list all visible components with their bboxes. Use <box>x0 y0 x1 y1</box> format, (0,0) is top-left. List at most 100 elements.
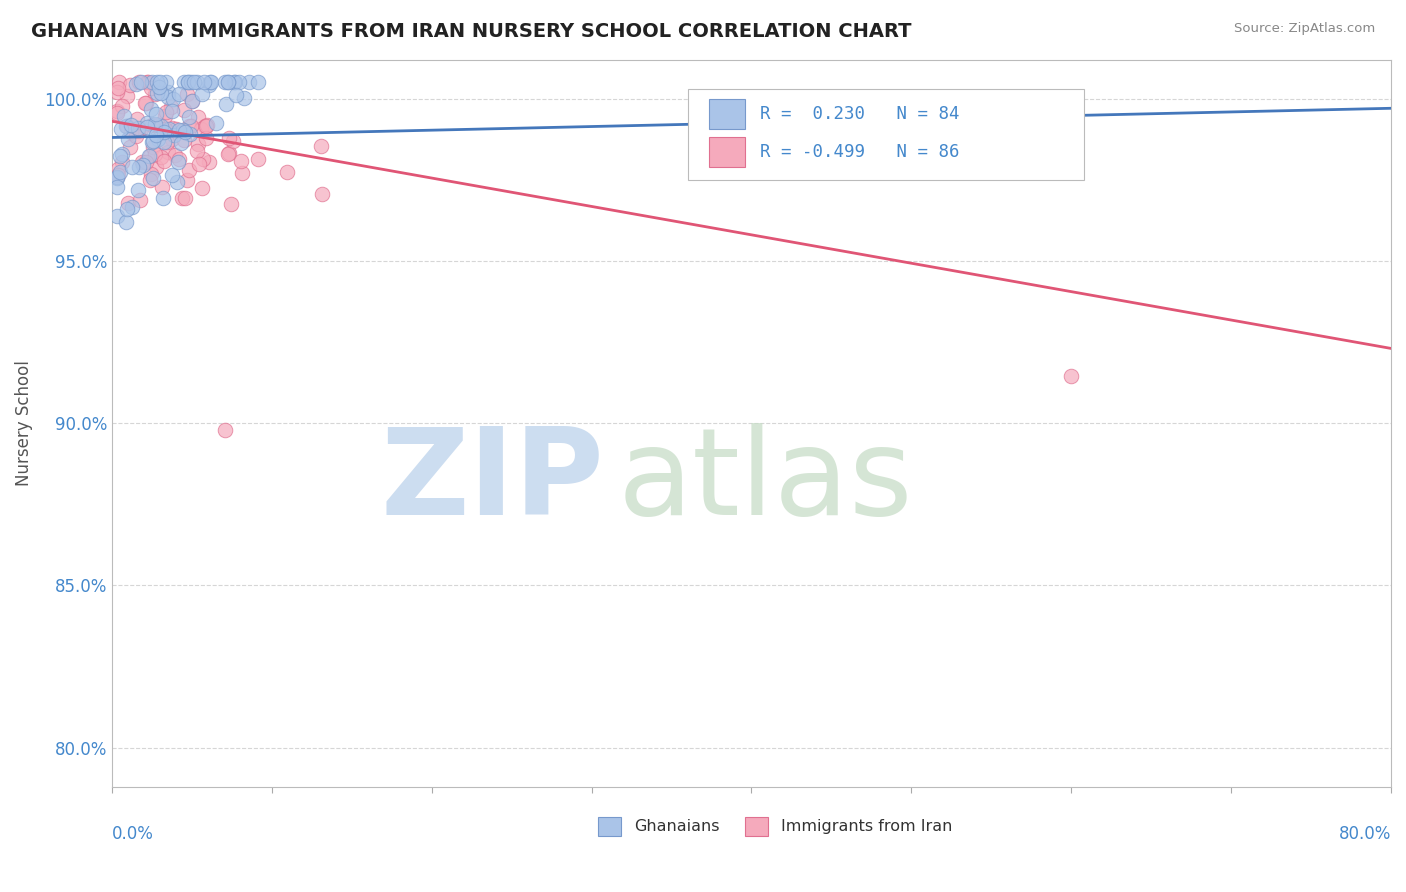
Point <box>148 79 170 94</box>
Point <box>246 75 269 89</box>
Point <box>177 162 200 177</box>
Text: Source: ZipAtlas.com: Source: ZipAtlas.com <box>1234 22 1375 36</box>
Point <box>229 154 252 169</box>
Point <box>153 125 176 139</box>
Point <box>132 157 155 171</box>
Point <box>145 160 167 174</box>
Point <box>194 131 217 145</box>
Point <box>105 170 128 185</box>
Point <box>224 75 246 89</box>
Point <box>165 148 187 162</box>
Point <box>118 140 141 154</box>
Point <box>214 75 236 89</box>
Point <box>156 89 179 103</box>
Point <box>167 122 190 136</box>
Point <box>121 200 143 214</box>
Point <box>173 103 195 118</box>
Point <box>150 180 173 194</box>
Point <box>155 75 177 89</box>
Point <box>162 168 184 182</box>
Point <box>221 197 243 211</box>
Point <box>160 100 183 114</box>
Point <box>222 134 245 148</box>
Point <box>105 209 128 223</box>
Text: R =  0.230   N = 84: R = 0.230 N = 84 <box>761 105 960 123</box>
Point <box>117 132 139 146</box>
Point <box>141 103 163 117</box>
Point <box>127 121 149 136</box>
Point <box>187 137 209 152</box>
FancyBboxPatch shape <box>598 817 621 836</box>
Point <box>120 125 142 139</box>
Point <box>105 106 128 120</box>
Text: 0.0%: 0.0% <box>112 825 153 844</box>
Point <box>115 202 138 217</box>
Point <box>153 135 176 149</box>
Point <box>166 175 188 189</box>
Point <box>105 85 128 99</box>
Point <box>157 121 180 136</box>
Point <box>136 116 159 130</box>
Point <box>193 152 215 166</box>
Point <box>153 153 176 168</box>
Point <box>186 144 208 158</box>
Point <box>111 155 134 169</box>
Text: GHANAIAN VS IMMIGRANTS FROM IRAN NURSERY SCHOOL CORRELATION CHART: GHANAIAN VS IMMIGRANTS FROM IRAN NURSERY… <box>31 22 911 41</box>
Point <box>167 152 190 166</box>
FancyBboxPatch shape <box>709 99 745 129</box>
Point <box>156 145 179 160</box>
Point <box>179 119 201 133</box>
Point <box>156 85 179 99</box>
Point <box>134 96 156 111</box>
Point <box>174 191 197 205</box>
Point <box>136 75 159 89</box>
Text: Ghanaians: Ghanaians <box>634 819 720 834</box>
Text: ZIP: ZIP <box>381 423 605 540</box>
Text: Immigrants from Iran: Immigrants from Iran <box>780 819 952 834</box>
Point <box>153 108 176 122</box>
Text: R = -0.499   N = 86: R = -0.499 N = 86 <box>761 143 960 161</box>
Point <box>110 149 132 163</box>
Point <box>146 86 169 100</box>
Point <box>131 75 153 89</box>
Point <box>139 173 162 187</box>
Point <box>165 121 187 136</box>
Point <box>149 75 172 89</box>
Point <box>187 111 209 125</box>
Point <box>179 127 201 141</box>
FancyBboxPatch shape <box>688 88 1084 179</box>
Point <box>215 96 238 111</box>
Point <box>160 104 183 119</box>
Point <box>125 112 148 127</box>
Point <box>135 154 157 169</box>
Point <box>141 118 163 132</box>
Point <box>172 122 194 136</box>
Point <box>136 120 159 134</box>
Point <box>194 119 217 133</box>
Point <box>197 155 219 169</box>
Point <box>195 119 218 133</box>
Point <box>111 99 134 113</box>
Point <box>107 81 129 95</box>
Point <box>176 87 198 101</box>
Point <box>149 87 172 101</box>
Point <box>191 181 214 195</box>
Point <box>110 122 132 136</box>
Point <box>105 180 128 194</box>
Point <box>148 132 170 146</box>
Point <box>125 128 148 143</box>
Point <box>218 146 240 161</box>
Point <box>198 75 221 89</box>
Point <box>193 75 215 89</box>
Point <box>180 75 202 89</box>
Point <box>163 128 186 143</box>
Point <box>186 75 208 89</box>
Point <box>149 150 172 164</box>
Point <box>311 186 333 201</box>
Point <box>238 75 260 89</box>
Point <box>128 75 150 89</box>
Text: atlas: atlas <box>617 423 912 540</box>
Point <box>115 119 138 133</box>
Point <box>136 75 159 89</box>
Point <box>150 119 173 133</box>
